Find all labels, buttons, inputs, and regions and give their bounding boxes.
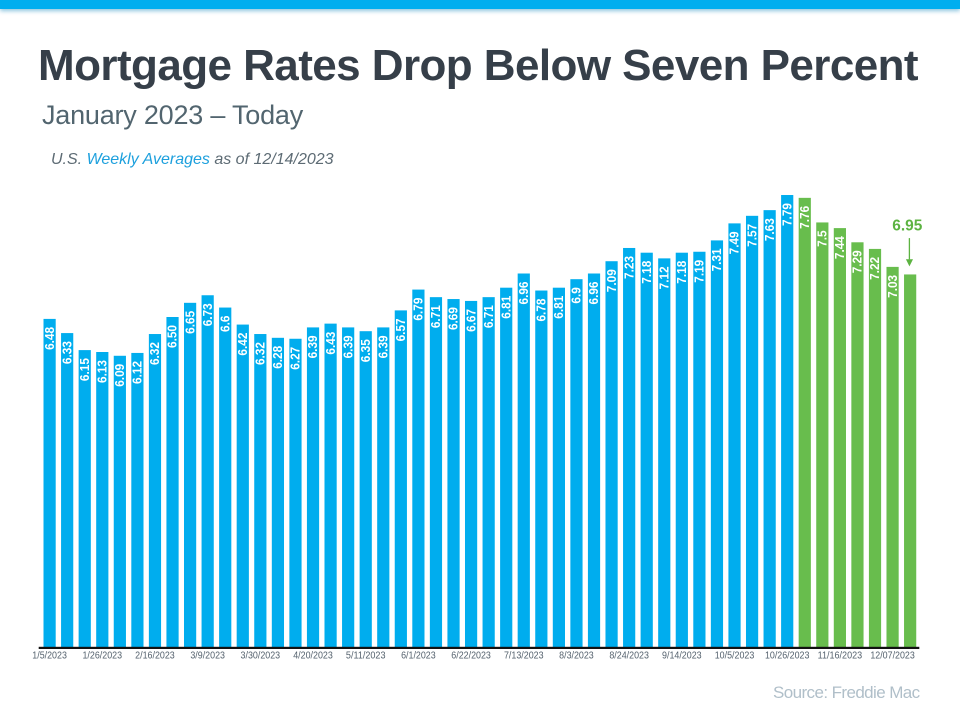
svg-text:1/26/2023: 1/26/2023 <box>82 650 122 661</box>
svg-text:7.31: 7.31 <box>710 248 724 271</box>
svg-text:6.35: 6.35 <box>359 339 373 362</box>
svg-text:7.49: 7.49 <box>728 231 742 254</box>
svg-text:6.57: 6.57 <box>394 318 408 341</box>
svg-text:6.32: 6.32 <box>254 342 268 365</box>
svg-text:6.39: 6.39 <box>376 335 390 358</box>
svg-text:6.81: 6.81 <box>499 296 513 319</box>
svg-text:6.43: 6.43 <box>324 332 338 355</box>
svg-text:10/26/2023: 10/26/2023 <box>765 650 810 661</box>
svg-text:3/9/2023: 3/9/2023 <box>190 650 225 661</box>
svg-text:6.12: 6.12 <box>131 361 145 384</box>
svg-text:6.95: 6.95 <box>892 218 922 235</box>
svg-text:7.09: 7.09 <box>605 269 619 292</box>
svg-text:3/30/2023: 3/30/2023 <box>241 650 281 661</box>
svg-text:5/11/2023: 5/11/2023 <box>346 650 386 661</box>
svg-text:7/13/2023: 7/13/2023 <box>504 650 544 661</box>
svg-text:7.44: 7.44 <box>833 236 847 259</box>
svg-text:7.22: 7.22 <box>868 257 882 280</box>
svg-text:8/24/2023: 8/24/2023 <box>609 650 649 661</box>
svg-text:6.09: 6.09 <box>113 364 127 387</box>
svg-text:6.28: 6.28 <box>271 346 285 369</box>
svg-text:7.29: 7.29 <box>851 250 865 273</box>
svg-text:6.50: 6.50 <box>166 325 180 348</box>
svg-text:7.03: 7.03 <box>886 275 900 298</box>
svg-text:6.96: 6.96 <box>587 281 601 304</box>
svg-text:7.23: 7.23 <box>622 256 636 279</box>
svg-text:2/16/2023: 2/16/2023 <box>135 650 175 661</box>
svg-text:7.5: 7.5 <box>816 230 830 246</box>
svg-text:6.65: 6.65 <box>183 311 197 334</box>
svg-text:1/5/2023: 1/5/2023 <box>32 650 67 661</box>
svg-text:6.73: 6.73 <box>201 303 215 326</box>
svg-text:6.48: 6.48 <box>43 327 57 350</box>
svg-text:6/22/2023: 6/22/2023 <box>451 650 491 661</box>
svg-text:7.76: 7.76 <box>798 206 812 229</box>
svg-text:7.63: 7.63 <box>763 218 777 241</box>
svg-text:6.33: 6.33 <box>60 341 74 364</box>
svg-text:6.13: 6.13 <box>95 360 109 383</box>
svg-text:12/07/2023: 12/07/2023 <box>870 650 915 661</box>
svg-text:7.18: 7.18 <box>640 261 654 284</box>
svg-text:7.79: 7.79 <box>780 203 794 226</box>
svg-text:6.39: 6.39 <box>306 335 320 358</box>
svg-text:6.71: 6.71 <box>429 305 443 328</box>
svg-text:6.32: 6.32 <box>148 342 162 365</box>
svg-text:6.69: 6.69 <box>447 307 461 330</box>
svg-text:4/20/2023: 4/20/2023 <box>293 650 333 661</box>
svg-text:6.39: 6.39 <box>341 335 355 358</box>
svg-text:6.67: 6.67 <box>464 309 478 332</box>
svg-text:7.12: 7.12 <box>657 266 671 289</box>
svg-text:6.27: 6.27 <box>289 347 303 370</box>
svg-text:7.18: 7.18 <box>675 261 689 284</box>
svg-text:6.81: 6.81 <box>552 296 566 319</box>
svg-text:6.15: 6.15 <box>78 358 92 381</box>
svg-text:6.9: 6.9 <box>570 287 584 303</box>
svg-text:6.78: 6.78 <box>535 298 549 321</box>
svg-text:6.96: 6.96 <box>517 281 531 304</box>
svg-text:6.79: 6.79 <box>412 298 426 321</box>
svg-text:6.42: 6.42 <box>236 333 250 356</box>
svg-text:7.19: 7.19 <box>693 260 707 283</box>
svg-text:7.57: 7.57 <box>745 224 759 247</box>
svg-text:11/16/2023: 11/16/2023 <box>818 650 863 661</box>
svg-text:6.6: 6.6 <box>218 316 232 332</box>
svg-text:9/14/2023: 9/14/2023 <box>662 650 702 661</box>
svg-text:8/3/2023: 8/3/2023 <box>559 650 594 661</box>
svg-text:10/5/2023: 10/5/2023 <box>715 650 755 661</box>
svg-text:6/1/2023: 6/1/2023 <box>401 650 436 661</box>
svg-text:6.71: 6.71 <box>482 305 496 328</box>
